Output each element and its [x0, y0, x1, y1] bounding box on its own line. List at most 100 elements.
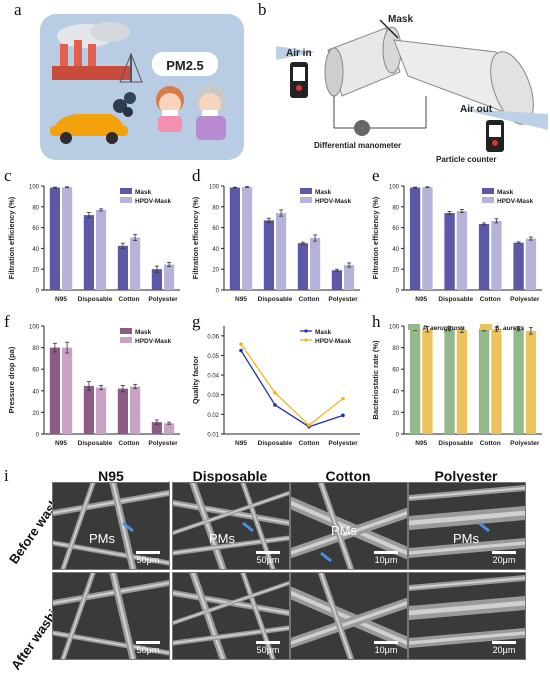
panel-label-e: e	[372, 166, 380, 185]
scale-bar: 10μm	[371, 551, 401, 565]
scale-bar-line	[492, 641, 516, 644]
y-tick-label: 100	[389, 325, 400, 331]
scale-bar-label: 20μm	[492, 555, 516, 565]
chart-g: 0.01 0.02 0.03 0.04 0.05 0.06 Quality factor N9…	[191, 326, 360, 447]
bar	[164, 423, 175, 434]
sem-image: 10μm PMs	[290, 482, 408, 570]
fiber-highlight	[242, 573, 274, 659]
col-header-cotton: Cotton	[325, 468, 371, 484]
y-tick-label: 40	[392, 247, 399, 253]
legend-label: P. aeruginosa	[423, 325, 465, 332]
panel-a-illustration: PM2.5	[40, 14, 244, 160]
legend-swatch	[300, 188, 312, 194]
y-tick-label: 100	[29, 185, 40, 191]
scale-bar: 10μm	[371, 641, 401, 655]
y-tick-label: 0.04	[207, 374, 219, 380]
data-point	[239, 348, 243, 353]
fiber-highlight	[409, 510, 525, 526]
series-line	[240, 343, 344, 427]
y-tick-label: 0	[216, 289, 220, 295]
y-tick-label: 60	[32, 226, 39, 232]
pms-label: PMs	[331, 523, 357, 538]
scale-bar-line	[136, 551, 160, 554]
pm-arrow	[242, 521, 254, 533]
x-tick-label: Cotton	[480, 296, 501, 303]
bar	[478, 223, 490, 290]
fiber-highlight	[62, 483, 94, 569]
legend-label: HPDV-Mask	[315, 198, 352, 205]
x-tick-label: Disposable	[78, 296, 113, 303]
x-tick-label: Polyester	[328, 440, 358, 447]
bar	[331, 270, 342, 290]
chart-d: 0 20 40 60 80 100 Filtration efficiency (%) N95…	[191, 185, 360, 303]
bar	[444, 213, 455, 290]
legend-label: HPDV-Mask	[135, 338, 172, 345]
data-point	[239, 342, 243, 346]
mask-label: Mask	[388, 14, 413, 25]
x-tick-label: Disposable	[78, 440, 113, 447]
chart-f: 0 20 40 60 80 100 Pressure drop (pa) N95 Disposa…	[7, 325, 180, 447]
scale-bar-line	[374, 641, 398, 644]
fiber-highlight	[409, 577, 525, 589]
x-tick-label: Polyester	[328, 296, 358, 303]
fiber-highlight	[191, 483, 225, 569]
scale-bar-label: 10μm	[374, 645, 398, 655]
bar	[276, 213, 287, 290]
y-tick-label: 40	[32, 247, 39, 253]
bar	[229, 187, 240, 290]
sem-image: 50μm	[52, 572, 170, 660]
bar	[83, 385, 94, 434]
panel-b-illustration: Air in Mask Air out Differential manomet…	[276, 10, 548, 166]
x-tick-label: Disposable	[438, 296, 473, 303]
fiber-highlight	[111, 573, 135, 659]
bar	[409, 187, 421, 290]
pms-label: PMs	[209, 531, 235, 546]
sem-fibers	[173, 573, 289, 659]
pm-arrow	[478, 521, 490, 533]
bar	[478, 328, 490, 434]
y-tick-label: 80	[392, 346, 399, 352]
bar	[310, 238, 321, 290]
pms-label: PMs	[453, 531, 479, 546]
legend-swatch	[482, 197, 494, 203]
fiber-highlight	[62, 573, 94, 659]
y-axis-label: Pressure drop (pa)	[7, 346, 16, 413]
y-tick-label: 20	[32, 411, 39, 417]
scale-bar-line	[136, 641, 160, 644]
x-tick-label: Cotton	[299, 296, 320, 303]
bar	[151, 269, 162, 290]
y-tick-label: 60	[392, 226, 399, 232]
sem-fibers	[291, 483, 407, 569]
scale-bar-line	[374, 551, 398, 554]
y-tick-label: 80	[32, 346, 39, 352]
fiber-highlight	[173, 582, 289, 624]
data-point	[341, 396, 345, 401]
scale-bar: 50μm	[253, 551, 283, 565]
scale-bar-label: 50μm	[256, 555, 280, 565]
legend-marker	[304, 338, 308, 342]
sem-image: 10μm	[290, 572, 408, 660]
bar	[525, 330, 537, 434]
fiber-highlight	[191, 573, 225, 659]
y-tick-label: 0.03	[207, 393, 219, 399]
bar	[491, 329, 502, 434]
fiber-highlight	[173, 492, 289, 534]
y-axis-label: Filtration efficiency (%)	[371, 196, 380, 279]
legend-label: HPDV-Mask	[135, 198, 172, 205]
x-tick-label: Disposable	[258, 296, 293, 303]
y-tick-label: 80	[32, 205, 39, 211]
bar	[409, 328, 421, 434]
fiber-highlight	[320, 483, 352, 569]
x-tick-label: N95	[235, 296, 247, 303]
x-tick-label: Polyester	[510, 296, 540, 303]
panel-label-h: h	[372, 312, 381, 331]
x-tick-label: Cotton	[480, 440, 501, 447]
bar	[422, 187, 433, 290]
panel-label-b: b	[258, 0, 267, 19]
fiber-highlight	[242, 483, 274, 569]
bar	[263, 220, 274, 290]
col-header-polyester: Polyester	[434, 468, 498, 484]
y-tick-label: 0	[396, 433, 400, 439]
bar	[164, 264, 175, 290]
panel-label-g: g	[192, 312, 201, 331]
